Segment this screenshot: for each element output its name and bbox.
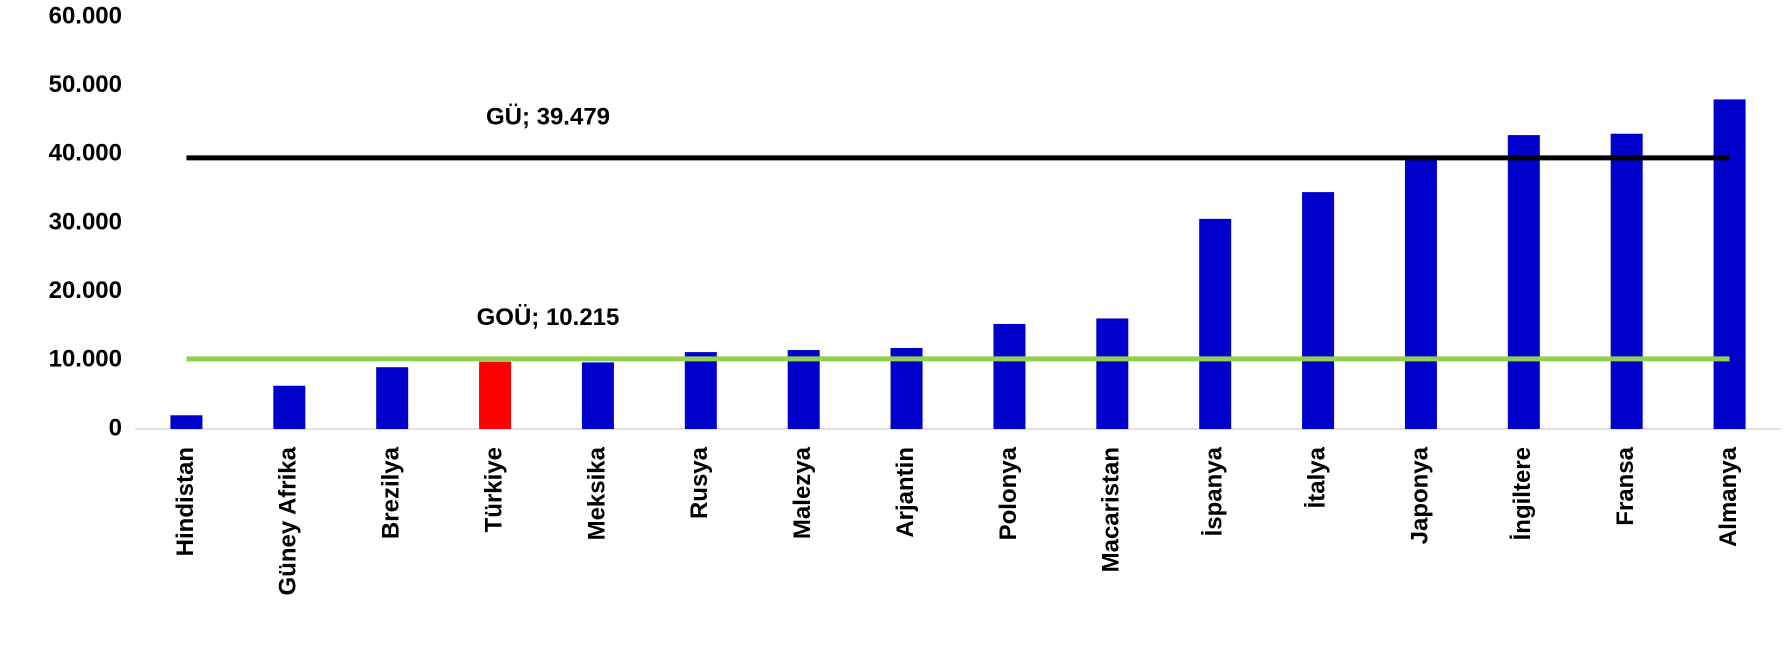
x-tick-label: İngiltere — [1509, 447, 1536, 540]
x-tick-label: Meksika — [583, 446, 610, 540]
bar — [1404, 157, 1437, 429]
x-tick-label: Brezilya — [378, 446, 405, 539]
bar — [170, 415, 203, 429]
bar — [581, 362, 614, 429]
x-tick-label: Polonya — [995, 446, 1022, 540]
bar — [1610, 133, 1643, 429]
reference-label: GÜ; 39.479 — [486, 103, 610, 130]
y-tick-label: 10.000 — [49, 346, 122, 373]
y-tick-label: 60.000 — [49, 2, 122, 29]
y-tick-label: 0 — [109, 414, 122, 441]
bar — [1302, 192, 1335, 429]
x-tick-label: Rusya — [686, 446, 713, 519]
bar — [787, 350, 820, 429]
x-tick-label: Arjantin — [892, 447, 919, 538]
x-tick-label: Hindistan — [172, 447, 199, 556]
bar — [1199, 218, 1232, 429]
x-tick-label: İspanya — [1201, 446, 1228, 536]
bar — [1713, 99, 1746, 430]
reference-label: GOÜ; 10.215 — [477, 304, 620, 331]
bar — [890, 347, 923, 429]
y-tick-label: 30.000 — [49, 208, 122, 235]
bar — [1507, 135, 1540, 429]
bar — [376, 367, 409, 429]
y-tick-label: 20.000 — [49, 277, 122, 304]
bar — [479, 361, 512, 429]
bar — [993, 323, 1026, 429]
x-tick-label: Japonya — [1406, 446, 1433, 544]
bar — [1096, 318, 1129, 429]
x-tick-label: Türkiye — [480, 447, 507, 532]
x-tick-label: Macaristan — [1098, 447, 1125, 572]
x-tick-label: Güney Afrika — [275, 446, 302, 595]
bar — [684, 352, 717, 429]
bar — [273, 385, 306, 429]
x-tick-label: Malezya — [789, 446, 816, 539]
x-tick-label: Almanya — [1715, 446, 1742, 547]
y-tick-label: 40.000 — [49, 140, 122, 167]
y-tick-label: 50.000 — [49, 71, 122, 98]
x-tick-label: Fransa — [1612, 446, 1639, 525]
x-tick-label: İtalya — [1303, 446, 1330, 508]
